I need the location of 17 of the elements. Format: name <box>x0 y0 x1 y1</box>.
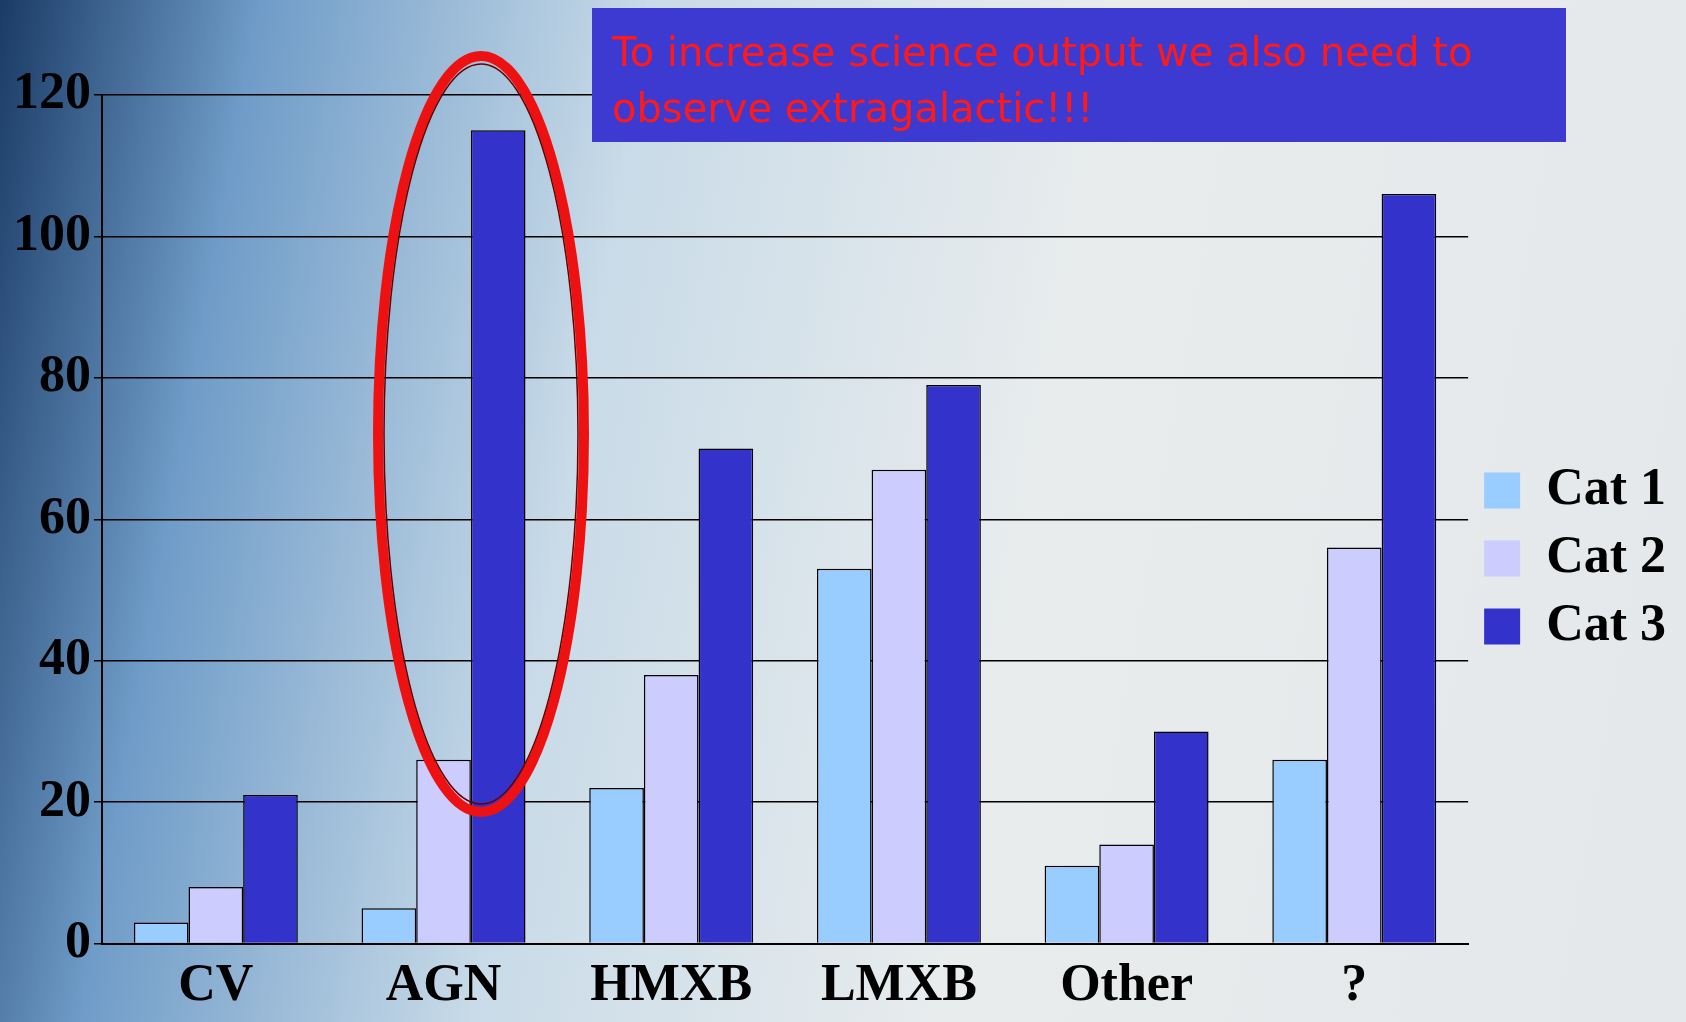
legend-label: Cat 3 <box>1546 593 1667 651</box>
x-tick-label: CV <box>178 954 254 1012</box>
y-tick-label: 20 <box>39 769 91 827</box>
y-tick-label: 60 <box>39 486 91 544</box>
y-tick-label: 120 <box>13 62 91 120</box>
x-tick-label: Other <box>1060 954 1194 1012</box>
y-tick-label: 100 <box>13 203 91 261</box>
x-tick-label: ? <box>1341 954 1368 1012</box>
annotation: To increase science output we also need to observe extragalactic!!! <box>592 8 1566 142</box>
legend-label: Cat 2 <box>1546 525 1667 583</box>
y-tick-label: 80 <box>39 345 91 403</box>
x-tick-label: LMXB <box>820 954 977 1012</box>
x-tick-label: AGN <box>385 954 502 1012</box>
y-tick-label: 40 <box>39 628 91 686</box>
legend-label: Cat 1 <box>1546 457 1667 515</box>
y-tick-label: 0 <box>65 911 91 969</box>
x-tick-label: HMXB <box>590 954 753 1012</box>
